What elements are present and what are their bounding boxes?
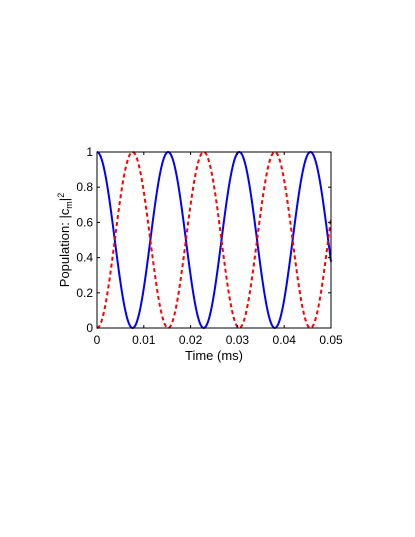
y-tick-label: 0.6 <box>76 215 93 229</box>
y-tick-label: 0.8 <box>76 180 93 194</box>
series-solid-blue-line <box>96 150 332 330</box>
x-tick-label: 0 <box>94 333 101 347</box>
curves-layer <box>96 150 332 330</box>
y-axis-label-subscript: m <box>64 201 74 209</box>
x-tick-label: 0.02 <box>179 333 203 347</box>
y-tick-label: 1 <box>86 145 93 159</box>
y-axis-label-suffix: | <box>57 198 72 201</box>
x-tick-label: 0.04 <box>273 333 297 347</box>
y-axis-label-prefix: Population: |c <box>57 208 72 287</box>
x-tick-label: 0.05 <box>319 333 343 347</box>
y-axis-label-superscript: 2 <box>56 193 66 198</box>
y-tick-label: 0.4 <box>76 251 93 265</box>
x-tick-label: 0.01 <box>132 333 156 347</box>
x-axis-ticks: 0 0.01 0.02 0.03 0.04 0.05 <box>94 152 343 347</box>
series-dashed-red-line <box>96 150 332 330</box>
x-tick-label: 0.03 <box>226 333 250 347</box>
y-tick-label: 0 <box>86 321 93 335</box>
y-axis-label: Population: |cm|2 <box>56 193 74 287</box>
y-tick-label: 0.2 <box>76 286 93 300</box>
axes-box <box>96 151 332 329</box>
x-axis-label: Time (ms) <box>185 348 243 363</box>
y-axis-ticks: 0 0.2 0.4 0.6 0.8 1 <box>76 145 331 335</box>
